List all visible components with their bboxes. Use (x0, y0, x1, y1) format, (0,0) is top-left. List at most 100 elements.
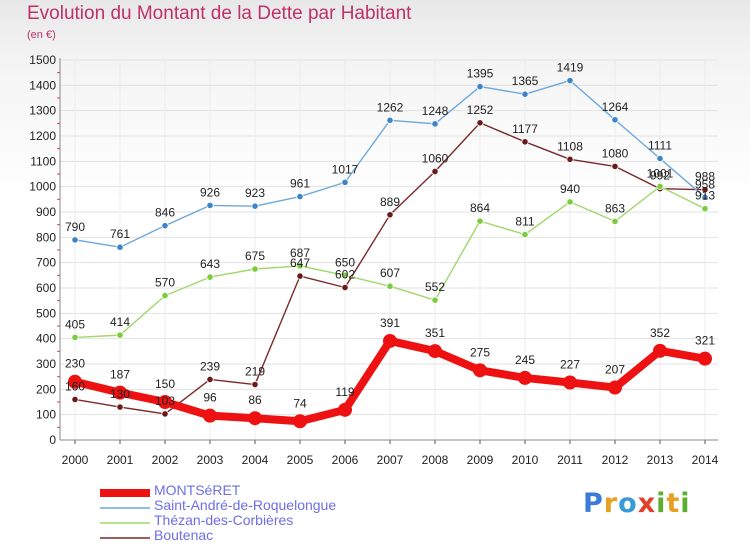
logo-letter: i (656, 488, 667, 519)
data-point (386, 116, 394, 124)
data-point (161, 410, 169, 418)
data-point (248, 411, 262, 426)
x-tick-label: 2005 (287, 453, 314, 467)
data-label: 1262 (377, 100, 404, 114)
logo-letter: P (583, 488, 604, 519)
y-tick-label: 200 (36, 382, 56, 396)
data-label: 245 (515, 353, 535, 367)
data-label: 230 (65, 357, 85, 371)
x-tick-label: 2011 (557, 453, 583, 467)
data-label: 961 (290, 177, 310, 191)
data-point (611, 116, 619, 124)
y-tick-label: 1100 (30, 154, 56, 168)
legend-label-saint-andre: Saint-André-de-Roquelongue (154, 497, 337, 513)
data-label: 650 (335, 255, 355, 269)
logo-letter: x (637, 488, 657, 519)
logo-letter: t (666, 488, 681, 519)
data-label: 96 (203, 391, 217, 405)
legend-label-boutenac: Boutenac (154, 527, 214, 543)
x-tick-label: 2012 (602, 453, 629, 467)
y-tick-label: 600 (36, 281, 56, 295)
data-point (566, 76, 574, 85)
data-label: 602 (335, 267, 355, 281)
data-label: 86 (248, 393, 262, 407)
data-point (296, 262, 304, 270)
data-point (611, 162, 619, 170)
data-point (296, 272, 304, 280)
data-point (71, 236, 79, 244)
y-tick-label: 1400 (29, 78, 56, 92)
data-point (341, 271, 349, 279)
y-tick-label: 900 (36, 205, 56, 219)
x-tick-label: 2008 (422, 453, 449, 467)
x-tick-label: 2001 (107, 453, 134, 467)
data-label: 1177 (512, 122, 538, 136)
legend-swatch-thezan (100, 522, 150, 524)
data-point (251, 265, 259, 273)
data-point (251, 202, 259, 210)
data-label: 863 (605, 201, 625, 215)
data-label: 687 (290, 246, 310, 260)
x-tick-label: 2014 (692, 453, 719, 467)
data-point (386, 282, 394, 290)
data-point (431, 167, 439, 176)
data-point (161, 222, 169, 230)
chart-title: Evolution du Montant de la Dette par Hab… (27, 3, 412, 24)
data-point (701, 193, 709, 201)
data-point (473, 363, 487, 378)
data-label: 1111 (648, 139, 672, 153)
data-point (701, 186, 709, 194)
data-label: 988 (695, 170, 715, 184)
data-point (431, 120, 439, 128)
data-label: 227 (560, 357, 580, 371)
data-label: 351 (425, 326, 445, 340)
data-label: 675 (245, 249, 265, 263)
data-label: 1108 (557, 139, 583, 153)
data-point (656, 182, 664, 191)
data-label: 647 (290, 256, 310, 270)
data-point (521, 90, 529, 98)
data-point (698, 351, 712, 366)
line-chart: 0 100 200 300 400 500 600 700 800 900 1000 1100 1200… (29, 53, 718, 467)
data-point (116, 331, 124, 339)
data-label: 239 (200, 359, 220, 373)
data-label: 1419 (557, 61, 584, 75)
data-label: 643 (200, 257, 220, 271)
y-tick-label: 1000 (29, 180, 56, 194)
data-point (116, 243, 124, 251)
y-tick-label: 0 (49, 433, 56, 447)
data-point (563, 375, 577, 390)
data-point (338, 402, 352, 417)
data-label: 864 (470, 201, 490, 215)
y-tick-label: 700 (36, 256, 56, 270)
data-point (428, 344, 442, 359)
data-point (476, 83, 484, 91)
data-label: 74 (293, 396, 307, 410)
data-point (293, 414, 307, 429)
data-label: 913 (695, 189, 715, 203)
data-point (521, 230, 529, 239)
y-tick-label: 1300 (29, 104, 56, 118)
data-label: 1248 (422, 104, 449, 118)
data-label: 1264 (602, 100, 629, 114)
axes: 0 100 200 300 400 500 600 700 800 900 1000 1100 1200… (29, 53, 718, 467)
data-point (476, 119, 484, 127)
data-label: 352 (650, 326, 670, 340)
x-tick-label: 2000 (62, 453, 89, 467)
data-point (296, 192, 304, 201)
data-point (521, 138, 529, 146)
data-point (251, 380, 259, 389)
data-label: 405 (65, 317, 85, 331)
data-label: 207 (605, 363, 625, 377)
data-point (383, 333, 397, 348)
data-point (161, 291, 169, 300)
data-label: 187 (110, 368, 130, 382)
y-tick-label: 500 (36, 306, 56, 320)
y-axis-unit-label: (en €) (27, 29, 56, 41)
data-label: 150 (155, 377, 175, 391)
data-label: 414 (110, 315, 130, 329)
data-label: 219 (245, 365, 265, 379)
legend-swatch-boutenac (100, 537, 150, 539)
data-label: 940 (560, 182, 580, 196)
data-label: 926 (200, 185, 220, 199)
